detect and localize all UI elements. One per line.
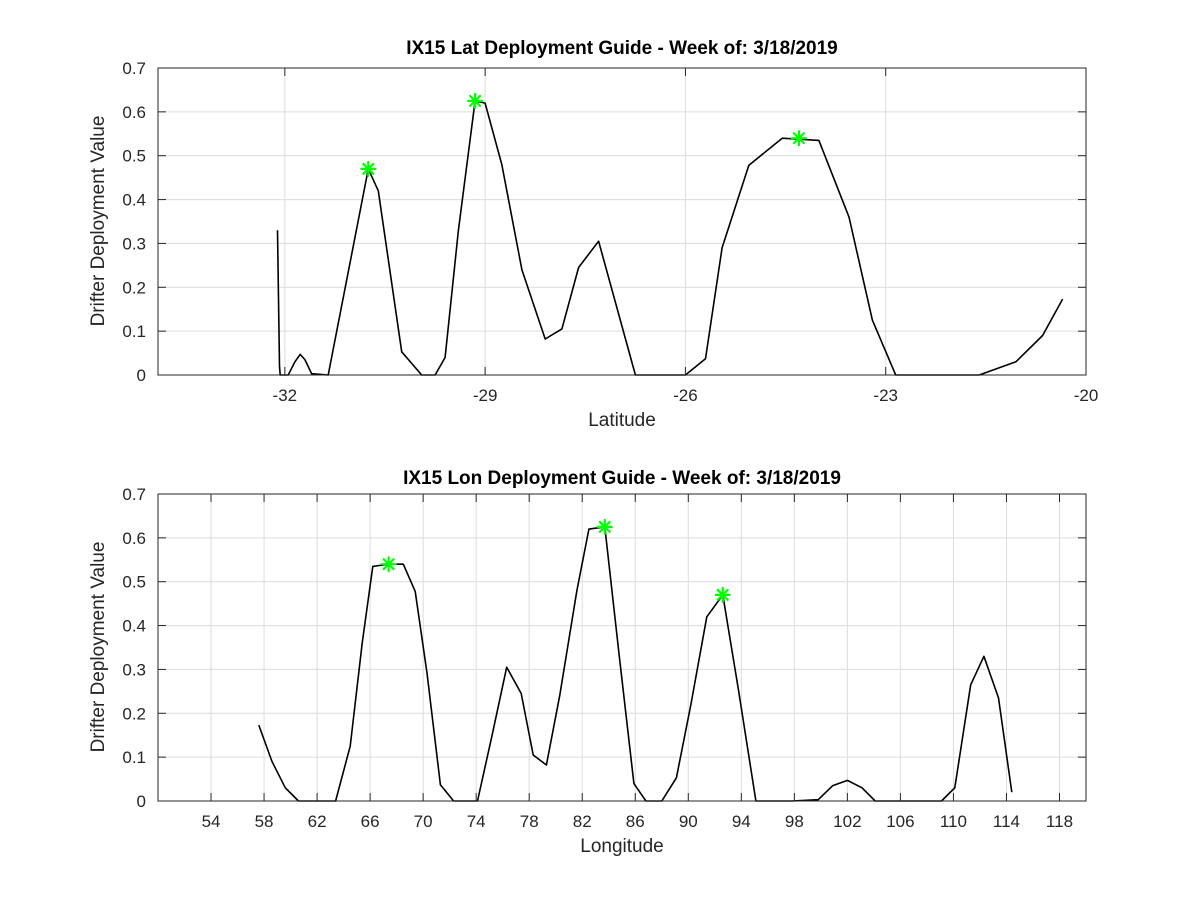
lon-x-tick-label-11: 98: [785, 812, 804, 831]
lon-x-tick-label-16: 118: [1046, 812, 1073, 831]
lon-y-tick-label-0: 0: [137, 792, 146, 811]
lat-x-axis-label: Latitude: [588, 410, 656, 431]
lon-x-axis-label: Longitude: [580, 836, 663, 857]
lat-x-tick-label-0: -32: [273, 386, 298, 405]
lon-y-tick-label-2: 0.2: [122, 704, 146, 723]
lat-y-tick-label-3: 0.3: [122, 234, 146, 253]
lon-x-tick-label-0: 54: [202, 812, 221, 831]
lon-x-tick-label-12: 102: [833, 812, 861, 831]
lat-peak-marker-1: [467, 92, 484, 109]
lat-x-tick-label-2: -26: [673, 386, 698, 405]
lon-gridlines: [158, 493, 1086, 802]
lat-chart-title: IX15 Lat Deployment Guide - Week of: 3/1…: [406, 38, 838, 59]
lon-x-tick-label-13: 106: [886, 812, 914, 831]
lon-x-tick-label-5: 74: [467, 812, 486, 831]
lon-x-tick-label-15: 114: [993, 812, 1020, 831]
lon-y-tick-label-5: 0.5: [122, 573, 146, 592]
lat-y-tick-label-2: 0.2: [122, 278, 146, 297]
lat-x-tick-label-3: -23: [873, 386, 898, 405]
lon-y-tick-label-3: 0.3: [122, 660, 146, 679]
lat-y-tick-label-5: 0.5: [122, 147, 146, 166]
lon-x-tick-label-8: 86: [626, 812, 645, 831]
lon-peak-marker-2: [714, 586, 731, 603]
lon-series-line-0: [258, 526, 1013, 802]
lon-x-tick-label-10: 94: [732, 812, 751, 831]
lon-x-tick-label-6: 78: [520, 812, 539, 831]
lon-x-tick-label-9: 90: [679, 812, 698, 831]
lat-x-tick-label-4: -20: [1074, 386, 1099, 405]
lat-series-line-0: [276, 100, 1064, 376]
lat-y-tick-label-0: 0: [137, 366, 146, 385]
lon-x-tick-label-2: 62: [308, 812, 327, 831]
lon-x-tick-label-14: 110: [940, 812, 967, 831]
lat-y-tick-label-4: 0.4: [122, 191, 146, 210]
lat-x-tick-label-1: -29: [473, 386, 498, 405]
lon-x-tick-label-7: 82: [573, 812, 592, 831]
lat-chart: IX15 Lat Deployment Guide - Week of: 3/1…: [88, 38, 1098, 431]
lon-peak-marker-0: [380, 556, 397, 573]
lon-x-tick-label-4: 70: [414, 812, 433, 831]
lon-peak-marker-1: [596, 518, 613, 535]
lon-x-tick-label-3: 66: [361, 812, 380, 831]
lat-y-tick-label-6: 0.6: [122, 103, 146, 122]
lon-y-tick-label-7: 0.7: [122, 485, 146, 504]
lon-y-tick-label-4: 0.4: [122, 617, 146, 636]
lat-y-tick-label-1: 0.1: [122, 322, 146, 341]
lat-axes-box: [157, 67, 1087, 376]
lon-chart-title: IX15 Lon Deployment Guide - Week of: 3/1…: [403, 468, 841, 489]
lon-x-tick-label-1: 58: [255, 812, 274, 831]
lat-peak-marker-0: [360, 160, 377, 177]
lon-y-axis-label: Drifter Deployment Value: [88, 542, 109, 753]
lon-axes-box: [157, 493, 1087, 802]
lon-y-tick-label-6: 0.6: [122, 529, 146, 548]
lat-y-axis-label: Drifter Deployment Value: [88, 116, 109, 327]
lon-chart: IX15 Lon Deployment Guide - Week of: 3/1…: [88, 468, 1087, 857]
lat-peak-marker-2: [790, 130, 808, 147]
lon-y-tick-label-1: 0.1: [122, 748, 146, 767]
lat-y-tick-label-7: 0.7: [122, 59, 146, 78]
